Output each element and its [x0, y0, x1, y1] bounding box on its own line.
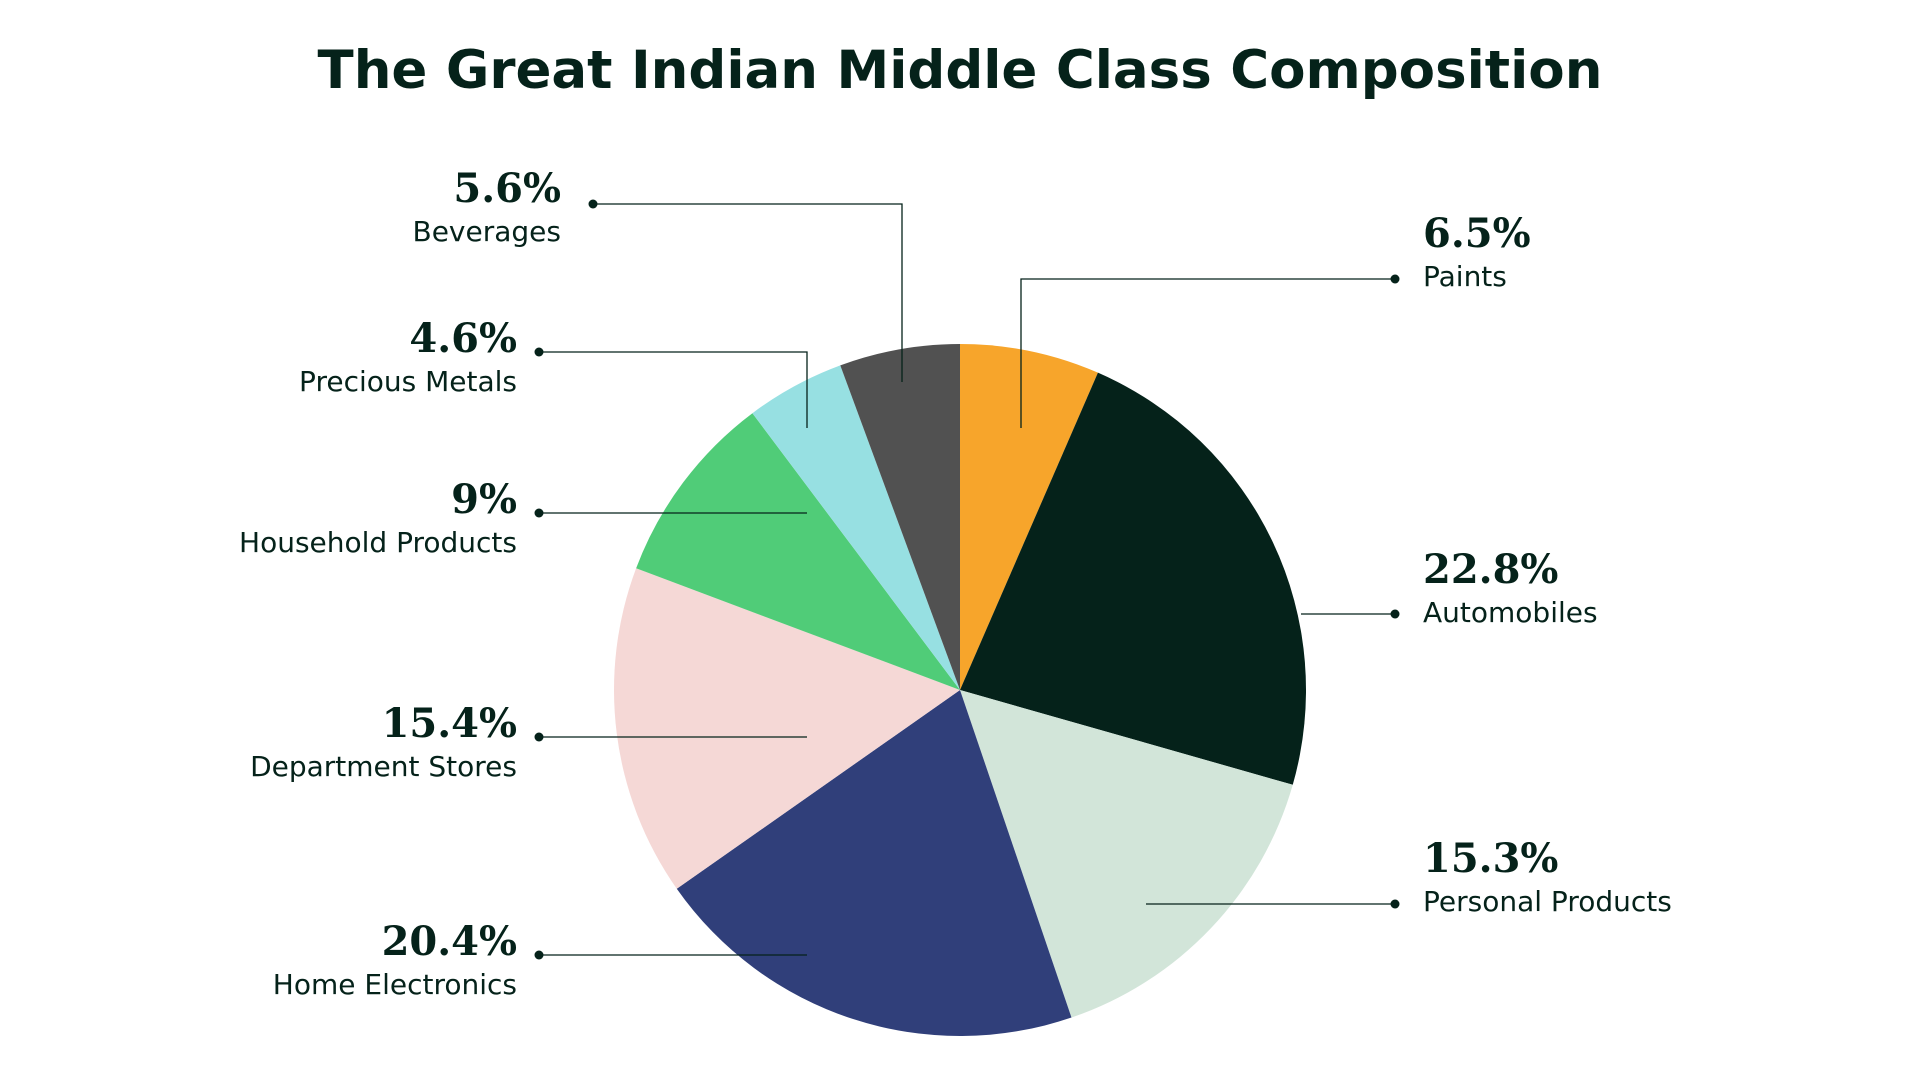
leader-dot-automobiles: [1390, 609, 1400, 619]
leader-dot-department-stores: [534, 732, 544, 742]
leader-line-paints: [1020, 278, 1395, 428]
leader-dot-home-electronics: [534, 950, 544, 960]
category-label-personal-products: Personal Products: [1423, 885, 1672, 918]
category-label-automobiles: Automobiles: [1423, 596, 1598, 629]
data-label-personal-products: 15.3%: [1423, 835, 1558, 882]
data-label-home-electronics: 20.4%: [382, 918, 517, 965]
leader-lines: [534, 199, 1400, 960]
category-label-beverages: Beverages: [413, 215, 562, 248]
slice-beverages: [840, 344, 960, 690]
leader-dot-household-products: [534, 508, 544, 518]
slice-department-stores: [613, 568, 960, 889]
slice-household-products: [636, 413, 960, 690]
leader-dot-precious-metals: [534, 347, 544, 357]
data-label-automobiles: 22.8%: [1423, 546, 1558, 593]
category-label-home-electronics: Home Electronics: [273, 968, 517, 1001]
slice-labels: 6.5%Paints 22.8%Automobiles 15.3%Personal …: [239, 165, 1672, 1001]
slice-paints: [960, 344, 1098, 690]
data-label-precious-metals: 4.6%: [409, 315, 517, 362]
slice-precious-metals: [752, 365, 960, 690]
data-label-paints: 6.5%: [1423, 210, 1531, 257]
slice-personal-products: [960, 690, 1293, 1018]
slice-home-electronics: [676, 690, 1072, 1037]
pie-slices: [613, 344, 1307, 1037]
category-label-household-products: Household Products: [239, 526, 517, 559]
leader-dot-paints: [1390, 274, 1400, 284]
category-label-department-stores: Department Stores: [250, 750, 517, 783]
data-label-household-products: 9%: [451, 476, 517, 523]
category-label-paints: Paints: [1423, 260, 1507, 293]
data-label-department-stores: 15.4%: [382, 700, 517, 747]
leader-line-beverages: [593, 203, 903, 382]
leader-line-precious-metals: [539, 351, 808, 428]
slice-automobiles: [960, 372, 1307, 785]
leader-dot-beverages: [588, 199, 598, 209]
data-label-beverages: 5.6%: [453, 165, 561, 212]
leader-dot-personal-products: [1390, 899, 1400, 909]
category-label-precious-metals: Precious Metals: [299, 365, 517, 398]
chart-title: The Great Indian Middle Class Compositio…: [318, 40, 1603, 101]
